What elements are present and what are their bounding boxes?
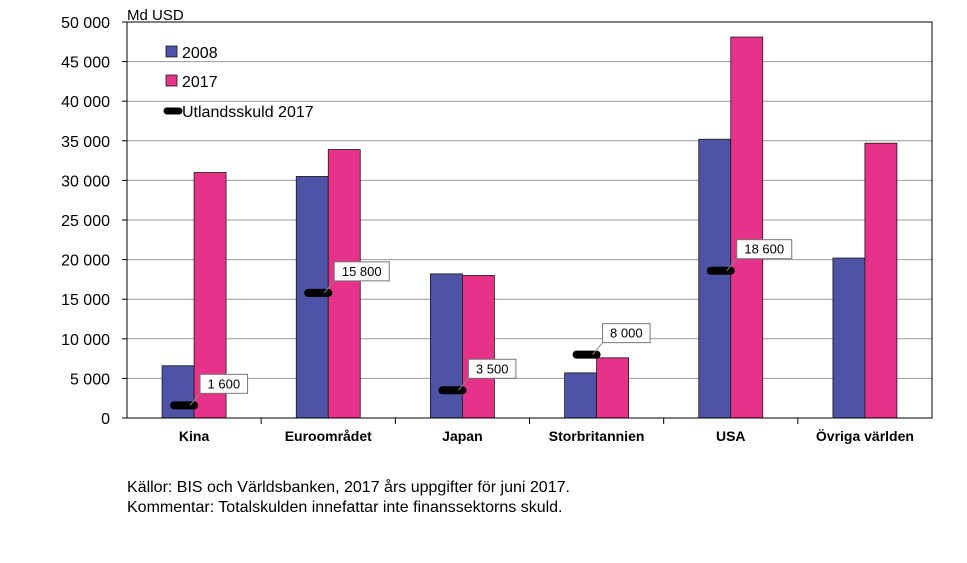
y-unit-label: Md USD xyxy=(127,7,184,24)
gridlines xyxy=(127,21,932,379)
legend-item-1: 2008 xyxy=(165,45,218,62)
category-label: Storbritannien xyxy=(549,428,645,444)
data-label: 15 800 xyxy=(342,264,382,279)
bar-2008-6 xyxy=(832,257,866,419)
bars xyxy=(161,36,898,419)
legend: 2008 2017 Utlandsskuld 2017 xyxy=(163,45,314,121)
axes xyxy=(122,21,933,424)
data-label: 8 000 xyxy=(610,326,643,341)
bar-2017-5 xyxy=(730,36,764,419)
data-label: 3 500 xyxy=(476,361,509,376)
bar-2017-3 xyxy=(462,275,495,419)
legend-swatch xyxy=(165,74,178,87)
bar-2008-2 xyxy=(295,176,329,419)
y-tick-label: 0 xyxy=(101,411,110,428)
y-tick-label: 10 000 xyxy=(61,332,110,349)
legend-item-2: 2017 xyxy=(165,74,218,91)
y-tick-label: 30 000 xyxy=(61,173,110,190)
y-tick-label: 50 000 xyxy=(61,15,110,32)
y-tick-label: 40 000 xyxy=(61,94,110,111)
comment-note: Kommentar: Totalskulden innefattar inte … xyxy=(127,499,563,516)
marker-layer: 1 600 15 800 3 500 8 000 18 600 xyxy=(170,239,793,410)
bar-2017-4 xyxy=(596,357,629,419)
bar-2008-1 xyxy=(161,365,195,419)
data-label-box xyxy=(602,323,651,344)
legend-label: Utlandsskuld 2017 xyxy=(182,104,314,121)
category-label: Kina xyxy=(179,428,210,444)
data-label-leader xyxy=(458,377,469,391)
legend-item-3: Utlandsskuld 2017 xyxy=(163,104,314,121)
data-label-box xyxy=(333,261,390,282)
data-label-leader xyxy=(726,258,738,272)
y-tick-label: 25 000 xyxy=(61,213,110,230)
y-tick-label: 15 000 xyxy=(61,292,110,309)
legend-swatch xyxy=(165,45,178,58)
chart-notes: Källor: BIS och Världsbanken, 2017 års u… xyxy=(127,478,570,518)
legend-label: 2008 xyxy=(182,45,218,62)
bar-2008-3 xyxy=(430,273,463,419)
data-label-leader xyxy=(323,280,335,294)
data-label: 1 600 xyxy=(208,376,241,391)
data-label-box xyxy=(467,358,517,379)
bar-2008-5 xyxy=(698,138,732,419)
category-labels: Kina Euroområdet Japan Storbritannien USA Övr… xyxy=(179,428,914,444)
y-tick-label: 35 000 xyxy=(61,134,110,151)
data-label: 18 600 xyxy=(744,242,784,257)
bar-chart: 1 600 15 800 3 500 8 000 18 600 0 5 000 10 000… xyxy=(61,7,933,444)
bar-2017-6 xyxy=(864,142,898,419)
source-note: Källor: BIS och Världsbanken, 2017 års u… xyxy=(127,479,570,496)
data-label-box xyxy=(199,373,249,394)
category-label: Japan xyxy=(442,428,482,444)
y-tick-labels: 0 5 000 10 000 15 000 20 000 25 000 30 000 35 0… xyxy=(61,15,110,428)
y-tick-label: 20 000 xyxy=(61,253,110,270)
category-label: Euroområdet xyxy=(285,428,372,444)
category-label: USA xyxy=(716,428,746,444)
bar-2008-4 xyxy=(564,372,597,419)
y-tick-label: 45 000 xyxy=(61,55,110,72)
legend-label: 2017 xyxy=(182,74,218,91)
bar-2017-2 xyxy=(327,149,361,419)
y-tick-label: 5 000 xyxy=(70,371,110,388)
data-label-box xyxy=(736,239,793,260)
category-label: Övriga världen xyxy=(816,428,914,444)
data-label-leader xyxy=(592,342,603,355)
data-label-leader xyxy=(189,393,201,406)
